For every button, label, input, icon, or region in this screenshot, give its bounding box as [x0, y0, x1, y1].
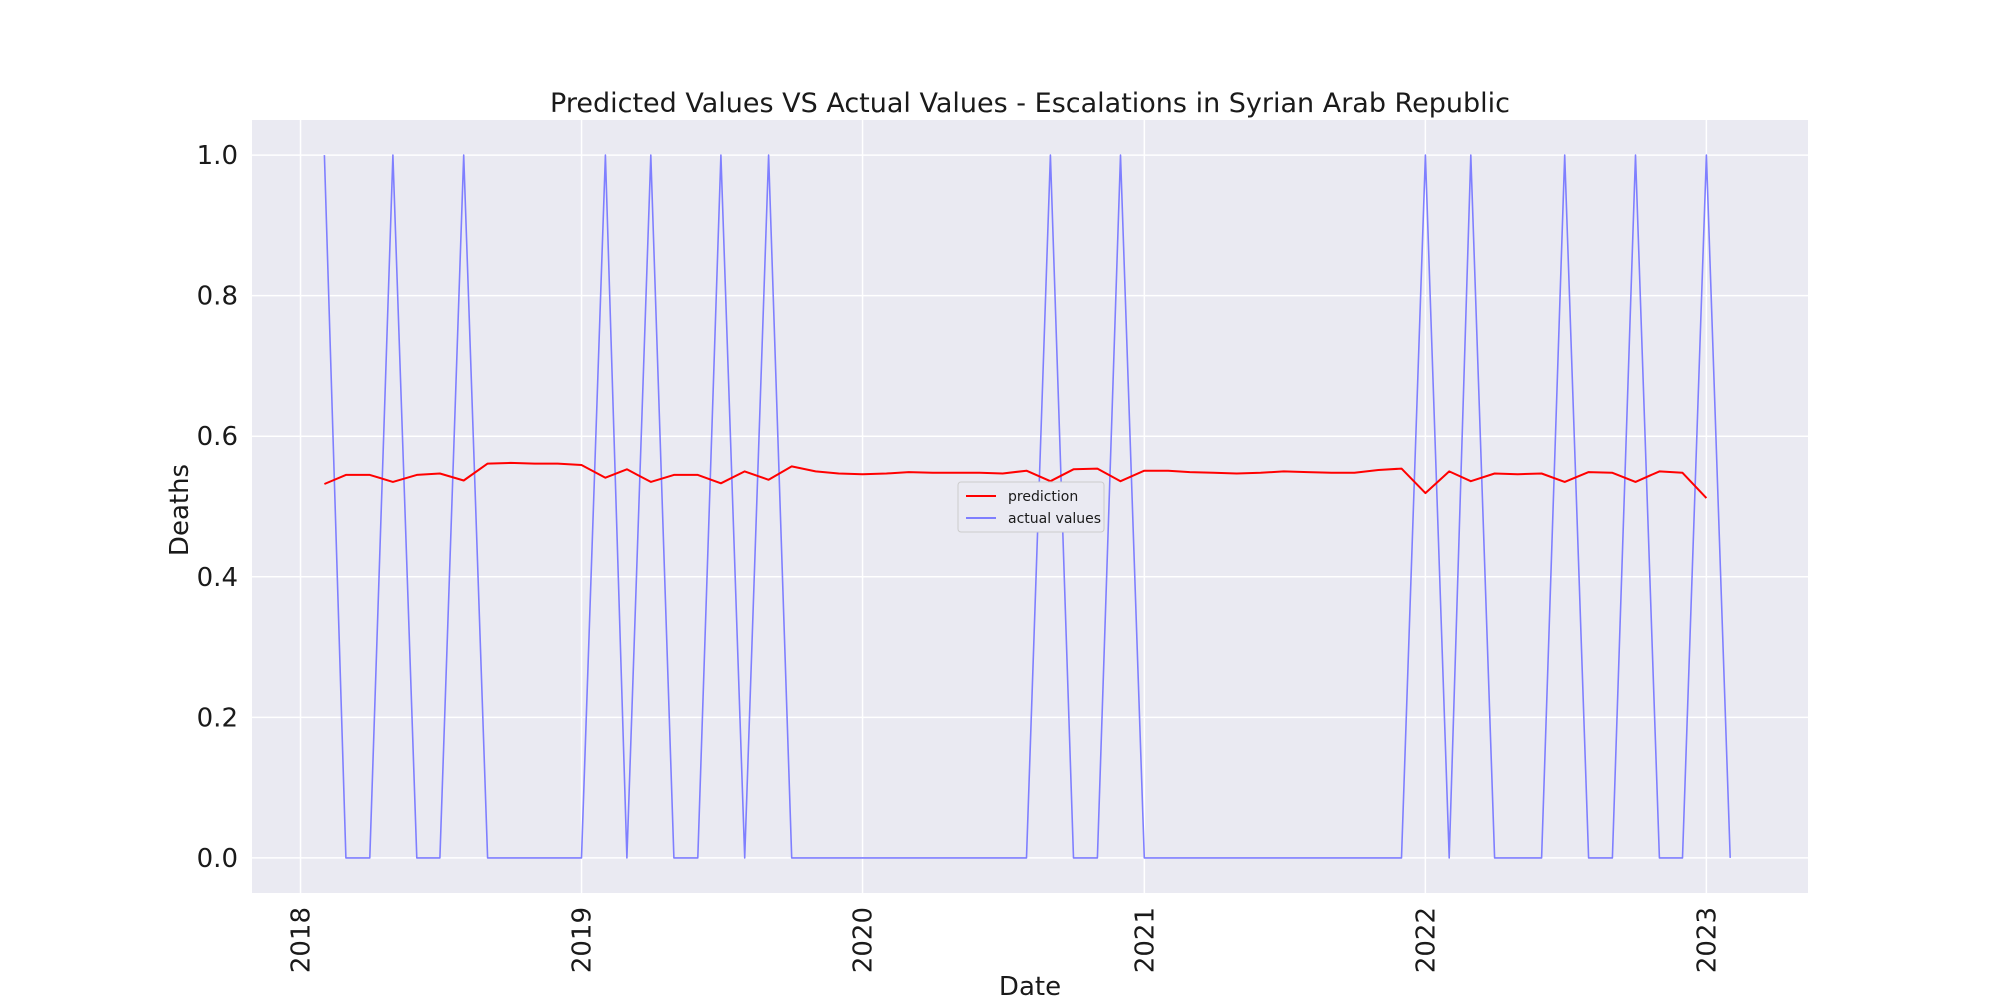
y-tick-label: 0.8: [197, 282, 238, 312]
series-layer: [323, 154, 1731, 859]
x-axis-label: Date: [999, 972, 1061, 1000]
y-axis-label: Deaths: [165, 464, 195, 556]
series-line-actual-values: [323, 154, 1731, 859]
y-tick-label: 0.0: [197, 844, 238, 874]
y-tick-label: 0.2: [197, 703, 238, 733]
y-tick-label: 0.4: [197, 563, 238, 593]
x-tick-label: 2019: [568, 907, 598, 973]
y-tick-label: 1.0: [197, 141, 238, 171]
legend-prediction-label: prediction: [1008, 489, 1078, 505]
y-tick-label: 0.6: [197, 422, 238, 452]
chart-title: Predicted Values VS Actual Values - Esca…: [550, 88, 1510, 119]
x-tick-label: 2023: [1692, 907, 1722, 973]
legend-actual-label: actual values: [1008, 511, 1101, 527]
x-tick-label: 2022: [1411, 907, 1441, 973]
series-line-prediction: [324, 461, 1708, 499]
legend: prediction actual values: [957, 481, 1105, 533]
legend-box: [957, 481, 1105, 533]
x-tick-label: 2021: [1130, 907, 1160, 973]
x-tick-label: 2020: [849, 907, 879, 973]
x-tick-label: 2018: [287, 907, 317, 973]
ticks: 0.0 0.2 0.4 0.6 0.8 1.0 2018 2019 2020 2021 2022 20…: [197, 141, 1723, 973]
grid: [252, 120, 1808, 893]
